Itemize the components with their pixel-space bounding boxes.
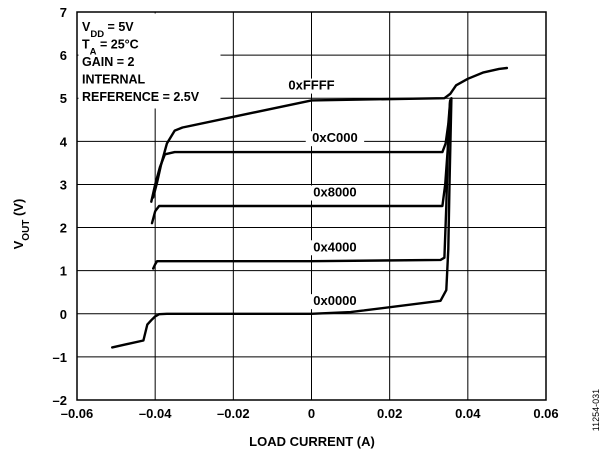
annotation-line: REFERENCE = 2.5V (82, 90, 200, 104)
annotation-bg (78, 13, 221, 109)
series-label-bg (305, 131, 365, 147)
x-tick-label: –0.06 (61, 406, 94, 421)
x-tick-labels: –0.06 –0.04 –0.02 0 0.02 0.04 0.06 (61, 406, 559, 421)
y-tick-label: 2 (60, 221, 67, 236)
x-tick-label: 0.02 (377, 406, 402, 421)
curves (110, 66, 509, 349)
y-tick-label: –2 (53, 393, 67, 408)
annotation-line: GAIN = 2 (82, 55, 134, 69)
series-line (150, 99, 452, 203)
plot-frame (76, 11, 547, 401)
y-tick-label: 6 (60, 48, 67, 63)
series-label: 0x0000 (313, 293, 356, 308)
figure-id: 11254-031 (591, 389, 601, 431)
y-axis-title: VOUT (V) (11, 199, 32, 250)
y-tick-label: –1 (53, 350, 67, 365)
series-line (110, 96, 453, 349)
y-tick-labels: –2 –1 0 1 2 3 4 5 6 7 (53, 5, 68, 408)
x-tick-label: 0 (308, 406, 315, 421)
x-axis-title: LOAD CURRENT (A) (249, 434, 375, 449)
series-label-bg (282, 78, 341, 94)
annotation-line: INTERNAL (82, 73, 146, 87)
series-line (151, 99, 452, 270)
series-label: 0xFFFF (288, 78, 334, 93)
x-tick-label: 0.04 (455, 406, 481, 421)
x-tick-label: 0.06 (533, 406, 558, 421)
series-label: 0x8000 (313, 185, 356, 200)
series-label: 0x4000 (313, 239, 356, 254)
series-label: 0xC000 (312, 130, 358, 145)
y-tick-label: 4 (60, 134, 68, 149)
x-tick-label: –0.04 (139, 406, 172, 421)
y-tick-label: 0 (60, 307, 67, 322)
series-line (150, 99, 452, 225)
annotation-line: VDD = 5V (82, 20, 134, 40)
annotation-line: TA = 25°C (82, 38, 139, 58)
y-tick-label: 3 (60, 177, 67, 192)
y-tick-label: 5 (60, 91, 67, 106)
series-label-bg (305, 294, 365, 310)
curve-labels: 0xFFFF 0xC000 0x8000 0x4000 0x0000 (282, 78, 365, 310)
series-label-bg (305, 185, 365, 201)
x-tick-label: –0.02 (217, 406, 250, 421)
y-tick-label: 1 (60, 264, 67, 279)
series-label-bg (305, 240, 365, 256)
y-tick-label: 7 (60, 5, 67, 20)
